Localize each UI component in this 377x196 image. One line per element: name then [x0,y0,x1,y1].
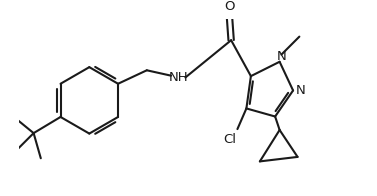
Text: N: N [277,50,286,63]
Text: Cl: Cl [224,133,237,146]
Text: N: N [296,84,305,97]
Text: NH: NH [169,71,188,84]
Text: O: O [224,0,234,13]
